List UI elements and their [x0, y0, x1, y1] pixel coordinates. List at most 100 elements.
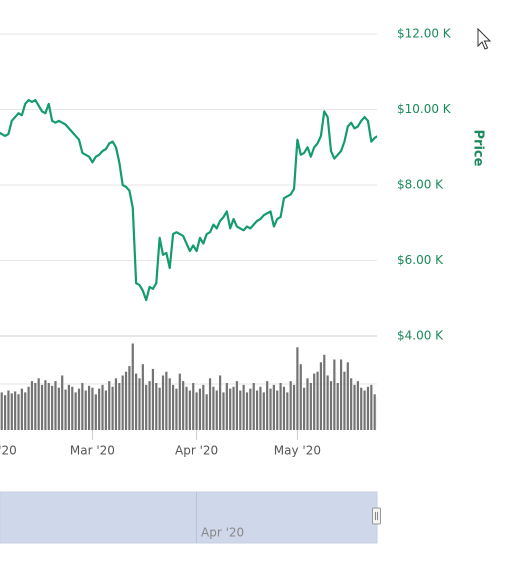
volume-bar [3, 395, 7, 430]
volume-bar [286, 392, 289, 430]
navigator-window[interactable] [0, 491, 378, 544]
volume-bar [192, 383, 195, 430]
volume-bar [363, 390, 366, 430]
volume-bar [232, 386, 235, 430]
volume-bar [319, 362, 323, 430]
volume-bar [366, 386, 370, 430]
x-tick-label: Feb '20 [0, 444, 17, 458]
volume-bar [51, 385, 54, 430]
volume-bar [353, 384, 356, 430]
volume-bar [94, 394, 97, 430]
x-axis: Feb '20 Mar '20 Apr '20 May '20 [0, 430, 321, 458]
volume-bar [111, 386, 114, 430]
y-tick-label: $10.00 K [397, 102, 452, 116]
volume-bar [178, 373, 181, 430]
volume-bar [121, 375, 124, 430]
volume-bar [138, 378, 141, 430]
volume-bar [57, 387, 60, 430]
volume-bar [239, 390, 242, 430]
volume-bar [205, 394, 208, 430]
volume-bar [255, 390, 259, 430]
volume-bar [356, 381, 359, 430]
volume-bar [0, 392, 3, 430]
volume-bar [242, 384, 245, 430]
volume-bar [289, 381, 292, 430]
volume-bar [376, 398, 377, 430]
x-tick-label: May '20 [274, 444, 321, 458]
volume-bar [219, 375, 222, 430]
volume-bar [81, 383, 84, 430]
volume-bar [346, 362, 349, 430]
volume-bar [316, 371, 319, 430]
volume-bar [168, 378, 171, 430]
volume-bar [47, 383, 50, 430]
volume-bar [155, 383, 158, 430]
volume-bar [161, 375, 165, 430]
price-line [0, 98, 377, 302]
volume-bar [182, 381, 185, 430]
volume-bar [269, 388, 272, 430]
volume-bar [303, 387, 306, 430]
volume-bar [124, 371, 128, 430]
volume-bar [20, 388, 23, 430]
y-axis: $4.00 K $6.00 K $8.00 K $10.00 K $12.00 K [397, 27, 452, 343]
volume-bar [188, 390, 191, 430]
volume-bar [313, 373, 316, 430]
volume-bar [373, 394, 376, 430]
volume-bar [215, 390, 218, 430]
navigator-label: Apr '20 [201, 526, 244, 540]
volume-bar [145, 384, 148, 430]
volume-bar [131, 343, 134, 430]
volume-bar [208, 378, 212, 430]
volume-bar [148, 381, 151, 430]
y-tick-label: $12.00 K [397, 27, 452, 41]
volume-bar [44, 380, 47, 430]
volume-bar [118, 383, 121, 430]
volume-bar [40, 384, 44, 430]
volume-bar [7, 390, 10, 430]
volume-bar [202, 384, 205, 430]
volume-bar [54, 381, 57, 430]
volume-bar [299, 364, 302, 430]
volume-bar [27, 386, 30, 430]
navigator-handle[interactable] [372, 507, 381, 525]
volume-bar [104, 390, 107, 430]
volume-bar [252, 383, 255, 430]
volume-bar [370, 384, 373, 430]
y-tick-label: $4.00 K [397, 329, 444, 343]
volume-bar [135, 373, 138, 430]
volume-bar [84, 390, 87, 430]
price-pane [0, 98, 377, 302]
volume-bar [245, 392, 249, 430]
volume-bar [74, 392, 77, 430]
volume-bar [128, 366, 131, 430]
volume-bar [17, 394, 20, 430]
volume-bar [235, 381, 239, 430]
y-axis-title: Price [471, 130, 486, 167]
volume-bar [229, 388, 232, 430]
volume-bar [222, 392, 225, 430]
mouse-cursor [477, 27, 492, 50]
volume-bar [266, 381, 269, 430]
volume-bar [71, 386, 74, 430]
volume-bar [350, 378, 353, 430]
volume-bar [323, 354, 326, 430]
volume-pane [0, 343, 377, 430]
volume-bar [101, 384, 104, 430]
volume-bar [37, 378, 40, 430]
x-tick-label: Apr '20 [175, 444, 218, 458]
volume-bar [309, 383, 312, 430]
y-tick-label: $8.00 K [397, 178, 444, 192]
volume-bar [333, 359, 336, 430]
navigator[interactable]: Apr '20 [0, 491, 381, 544]
volume-bar [343, 371, 346, 430]
volume-bar [34, 383, 37, 430]
x-tick-label: Mar '20 [70, 444, 115, 458]
volume-bar [30, 381, 34, 430]
volume-bar [279, 383, 282, 430]
volume-bar [10, 393, 13, 430]
y-tick-label: $6.00 K [397, 253, 444, 267]
volume-bar [336, 383, 339, 430]
